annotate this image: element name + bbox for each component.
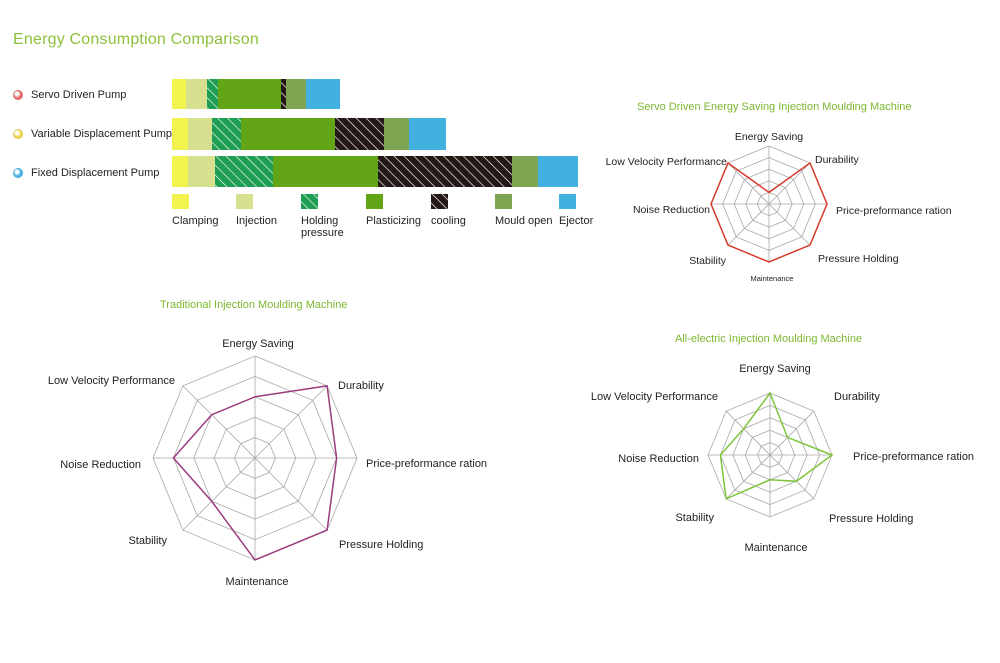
legend-swatch-plasticizing [366, 194, 383, 209]
pump-label-variable: Variable Displacement Pump [13, 127, 172, 141]
legend-swatch-holding [301, 194, 318, 209]
legend-swatch-cooling [431, 194, 448, 209]
radar-axis-label: Stability [675, 512, 714, 524]
radar-servo: Energy Saving Durability Price-preformance… [606, 131, 952, 283]
pump-name: Servo Driven Pump [31, 89, 127, 101]
radar-axis-label: Noise Reduction [60, 459, 141, 471]
radar-axis-label: Durability [834, 391, 880, 403]
radar-axis-label: Pressure Holding [339, 539, 423, 551]
radar-axis-label: Low Velocity Performance [591, 391, 718, 403]
radar-axis-label: Stability [689, 255, 727, 267]
bar-segment-plasticizing [241, 118, 335, 150]
radar-spoke [254, 457, 328, 531]
pump-label-servo: Servo Driven Pump [13, 88, 126, 102]
radar-spoke [768, 162, 811, 205]
radar-spoke [768, 203, 811, 246]
bar-segment-plasticizing [273, 156, 378, 187]
bar-segment-holding [207, 79, 218, 109]
legend-label-injection: Injection [236, 215, 277, 227]
radar-axis-label: Noise Reduction [618, 453, 699, 465]
radar-title-all-electric: All-electric Injection Moulding Machine [675, 333, 863, 345]
legend-label-plasticizing: Plasticizing [366, 215, 422, 227]
variable-dot-icon [13, 129, 23, 139]
legend-swatch-mould_open [495, 194, 512, 209]
radar-axis-label: Pressure Holding [829, 513, 913, 525]
radar-title-servo: Servo Driven Energy Saving Injection Mou… [637, 101, 912, 113]
radar-axis-label: Noise Reduction [633, 204, 710, 216]
radar-axis-label: Energy Saving [739, 363, 811, 375]
radar-axis-label: Durability [338, 380, 384, 392]
radar-axis-label: Low Velocity Performance [48, 375, 175, 387]
bar-segment-mould_open [286, 79, 306, 109]
radar-axis-label: Stability [128, 535, 167, 547]
bar-segment-ejector [538, 156, 578, 187]
radar-spoke [725, 410, 771, 456]
radar-axis-label: Energy Saving [735, 131, 803, 143]
radar-spoke [182, 385, 256, 459]
bar-segment-injection [188, 118, 212, 150]
radar-spoke [182, 457, 256, 531]
bar-segment-cooling [281, 79, 286, 109]
bar-segment-clamping [172, 156, 188, 187]
radar-axis-label: Price-preformance ration [853, 451, 974, 463]
stacked-bar-chart [172, 79, 578, 209]
bar-segment-cooling [335, 118, 384, 150]
radar-title-traditional: Traditional Injection Moulding Machine [160, 299, 348, 311]
bar-segment-ejector [306, 79, 340, 109]
radar-axis-label: Price-preformance ration [836, 205, 952, 217]
legend-label-clamping: Clamping [172, 215, 219, 227]
legend-swatch-clamping [172, 194, 189, 209]
radar-spoke [769, 454, 815, 500]
bar-segment-mould_open [384, 118, 409, 150]
radar-series-line [172, 385, 338, 561]
bar-segment-injection [188, 156, 215, 187]
radar-all-electric: Energy Saving Durability Price-preformance… [591, 363, 974, 554]
pump-name: Variable Displacement Pump [31, 128, 173, 140]
bar-segment-mould_open [512, 156, 538, 187]
radar-series-line [710, 161, 828, 263]
fixed-dot-icon [13, 168, 23, 178]
radar-traditional: Energy Saving Durability Price-preformance… [48, 338, 487, 588]
radar-axis-label: Energy Saving [222, 338, 294, 350]
page-title: Energy Consumption Comparison [13, 31, 259, 48]
legend-label-mould_open: Mould open [495, 215, 553, 227]
radar-spoke [727, 203, 770, 246]
radar-axis-label: Pressure Holding [818, 253, 899, 265]
radar-axis-label: Maintenance [226, 576, 289, 588]
legend-swatch-injection [236, 194, 253, 209]
legend-label-holding: Holding pressure [301, 215, 344, 239]
radar-spoke [769, 410, 815, 456]
radar-spoke [254, 385, 328, 459]
bar-segment-injection [186, 79, 207, 109]
bar-segment-plasticizing [218, 79, 281, 109]
legend-label-ejector: Ejector [559, 215, 594, 227]
radar-axis-label: Maintenance [745, 542, 808, 554]
radar-axis-label: Low Velocity Performance [606, 156, 728, 168]
radar-spoke [725, 454, 771, 500]
servo-dot-icon [13, 90, 23, 100]
bar-segment-ejector [409, 118, 446, 150]
bar-segment-holding [215, 156, 273, 187]
radar-axis-label: Maintenance [751, 274, 794, 283]
pump-label-fixed: Fixed Displacement Pump [13, 166, 159, 180]
bar-segment-clamping [172, 79, 186, 109]
legend-label-cooling: cooling [431, 215, 466, 227]
legend-swatch-ejector [559, 194, 576, 209]
bar-segment-holding [212, 118, 241, 150]
radar-spoke [727, 162, 770, 205]
radar-axis-label: Durability [815, 154, 860, 166]
radar-axis-label: Price-preformance ration [366, 458, 487, 470]
pump-name: Fixed Displacement Pump [31, 167, 160, 179]
bar-segment-clamping [172, 118, 188, 150]
bar-segment-cooling [378, 156, 512, 187]
radar-series-line [719, 391, 834, 500]
